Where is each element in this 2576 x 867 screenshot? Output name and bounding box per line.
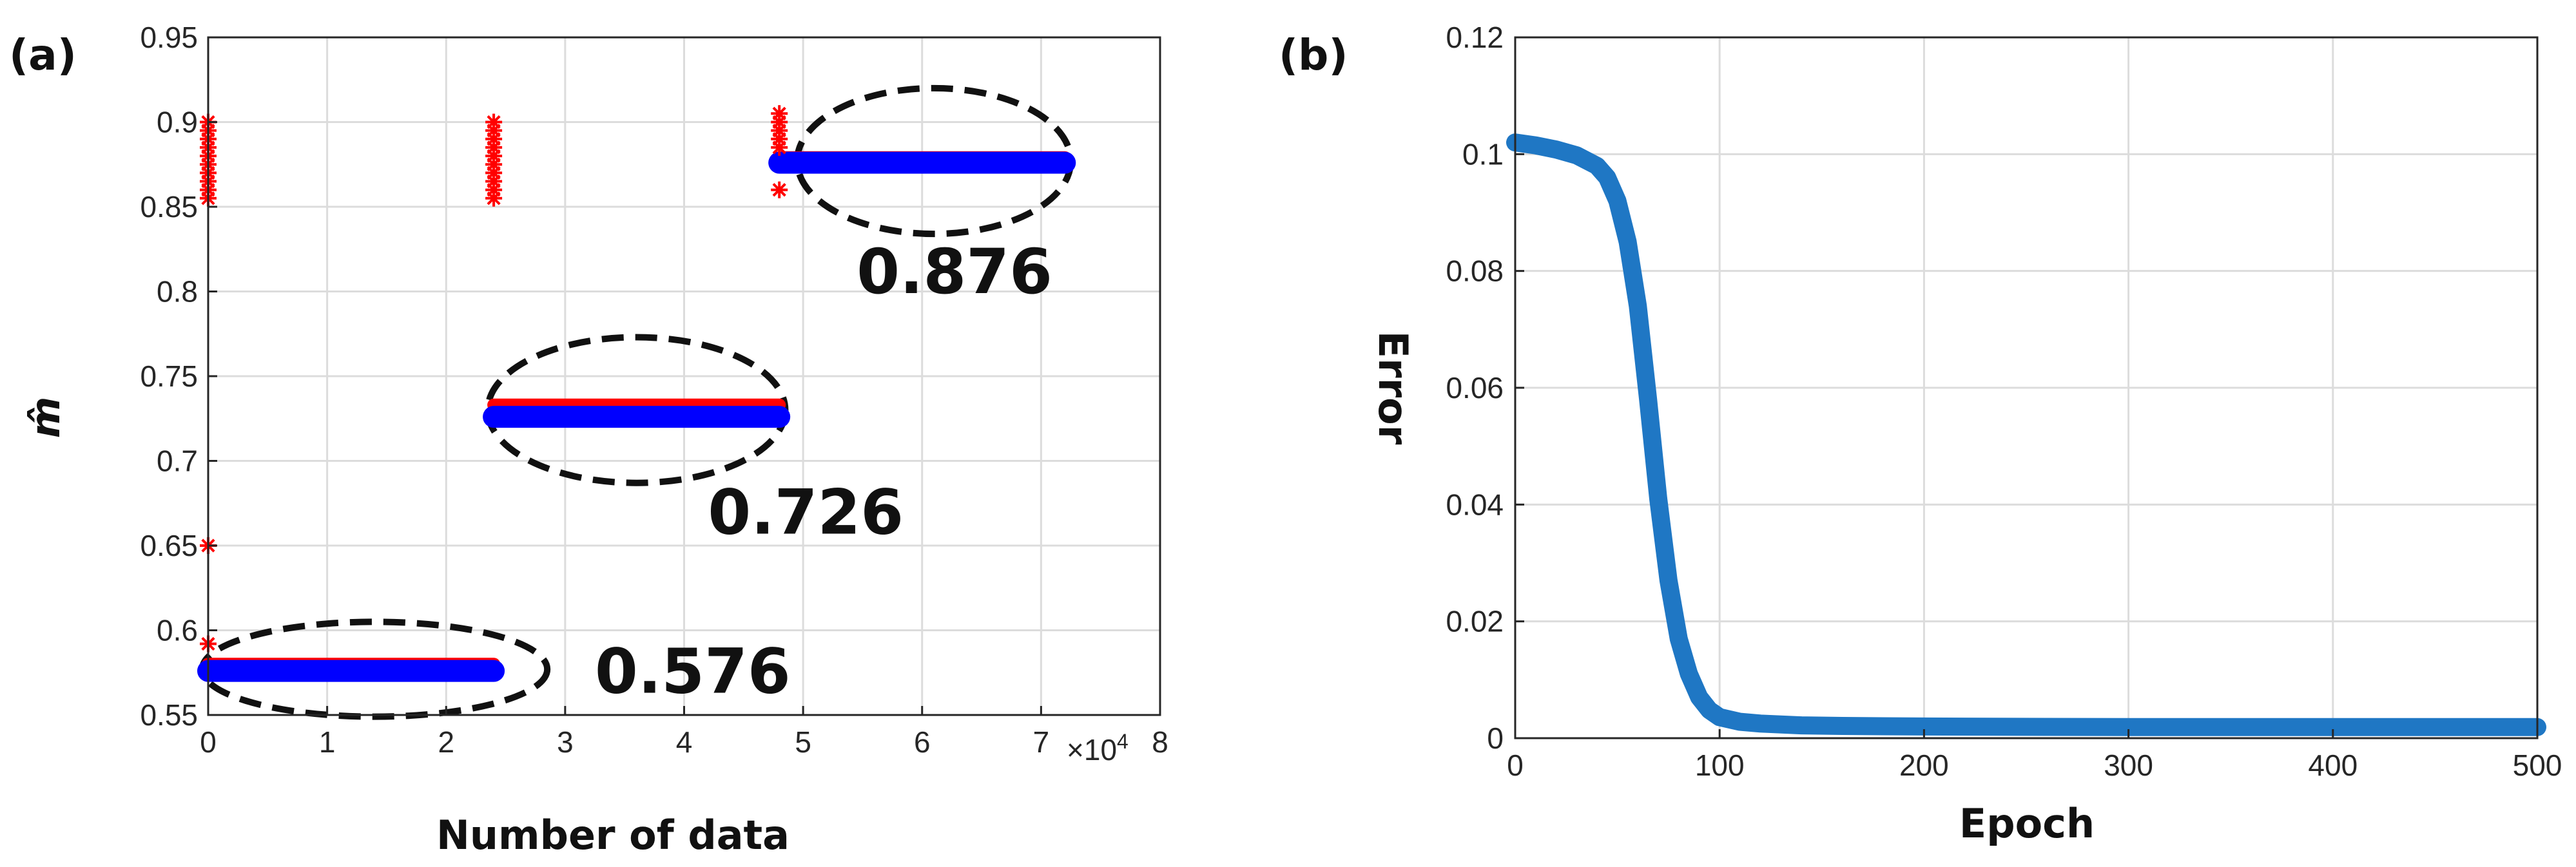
- panel-b-x-tick-label: 300: [2104, 748, 2153, 782]
- panel-a-x-tick-label: 2: [438, 725, 454, 759]
- panel-a-y-tick-label: 0.95: [140, 21, 198, 54]
- target-point: [485, 138, 503, 156]
- panel-b-y-label: Error: [1370, 331, 1417, 445]
- target-point: [485, 181, 503, 198]
- panel-b-x-tick-label: 500: [2513, 748, 2562, 782]
- panel-b: (b) 0 100 200 300 400 500 0 0.02 0.04 0.06 0.08 0.…: [1279, 21, 2562, 847]
- target-point: [771, 181, 788, 198]
- panel-a-x-tick-label: 4: [676, 725, 693, 759]
- panel-b-y-tick-label: 0.06: [1446, 371, 1504, 405]
- panel-a-y-ticks: 0.55 0.6 0.65 0.7 0.75 0.8 0.85 0.9 0.95: [140, 21, 217, 732]
- panel-b-x-tick-label: 0: [1507, 748, 1524, 782]
- panel-a-x-ticks: 0 1 2 3 4 5 6 7 8: [200, 706, 1168, 759]
- error-series-line: [1506, 133, 2546, 736]
- panel-a-y-tick-label: 0.9: [157, 106, 198, 139]
- panel-a-x-tick-label: 3: [557, 725, 574, 759]
- target-point: [485, 113, 503, 131]
- panel-b-y-ticks: 0 0.02 0.04 0.06 0.08 0.1 0.12: [1446, 21, 1524, 755]
- target-point: [771, 105, 788, 122]
- panel-b-y-tick-label: 0.12: [1446, 21, 1504, 54]
- panel-b-x-tick-label: 400: [2308, 748, 2358, 782]
- panel-a-x-tick-label: 0: [200, 725, 217, 759]
- panel-a-x-multiplier: ×104: [1067, 730, 1128, 767]
- panel-a-y-tick-label: 0.85: [140, 190, 198, 224]
- panel-a-y-tick-label: 0.6: [157, 614, 198, 647]
- panel-a-label: (a): [9, 30, 77, 80]
- panel-b-series: [1506, 133, 2546, 736]
- panel-a-series: [197, 105, 1076, 682]
- panel-a-y-tick-label: 0.55: [140, 698, 198, 732]
- panel-a-x-label: Number of data: [436, 812, 789, 859]
- panel-b-y-tick-label: 0.04: [1446, 488, 1504, 521]
- target-point: [771, 130, 788, 148]
- panel-a-grid: [207, 36, 1161, 716]
- panel-a-x-tick-label: 1: [319, 725, 336, 759]
- target-point: [485, 156, 503, 173]
- target-point: [485, 148, 503, 165]
- panel-b-grid: [1514, 36, 2539, 739]
- panel-b-x-ticks: 0 100 200 300 400 500: [1507, 729, 2562, 782]
- panel-a-y-label: m̂: [22, 397, 69, 439]
- panel-a-x-tick-label: 8: [1152, 725, 1168, 759]
- panel-a-y-tick-label: 0.7: [157, 444, 198, 478]
- panel-a-y-tick-label: 0.8: [157, 275, 198, 309]
- panel-b-x-label: Epoch: [1959, 800, 2095, 847]
- annotation-value: 0.876: [857, 236, 1052, 308]
- target-point: [485, 189, 503, 207]
- panel-b-label: (b): [1279, 30, 1348, 80]
- panel-a-y-tick-label: 0.75: [140, 359, 198, 393]
- panel-b-x-tick-label: 100: [1695, 748, 1745, 782]
- target-point: [485, 173, 503, 190]
- target-point: [485, 130, 503, 148]
- target-point: [771, 113, 788, 131]
- panel-a-x-tick-label: 5: [795, 725, 811, 759]
- panel-a-y-tick-label: 0.65: [140, 529, 198, 562]
- panel-a-x-tick-label: 6: [914, 725, 931, 759]
- panel-b-y-tick-label: 0.02: [1446, 605, 1504, 638]
- target-point: [485, 122, 503, 139]
- panel-a-annotations: 0.576 0.726 0.876: [595, 236, 1052, 708]
- target-point: [485, 164, 503, 182]
- panel-b-y-tick-label: 0.08: [1446, 254, 1504, 288]
- annotation-value: 0.576: [595, 636, 791, 708]
- panel-b-x-tick-label: 200: [1899, 748, 1949, 782]
- annotation-value: 0.726: [708, 476, 904, 548]
- panel-b-y-tick-label: 0: [1487, 721, 1504, 755]
- target-point: [771, 122, 788, 139]
- target-point: [771, 138, 788, 156]
- panel-b-y-tick-label: 0.1: [1462, 137, 1504, 171]
- panel-a-x-tick-label: 7: [1033, 725, 1050, 759]
